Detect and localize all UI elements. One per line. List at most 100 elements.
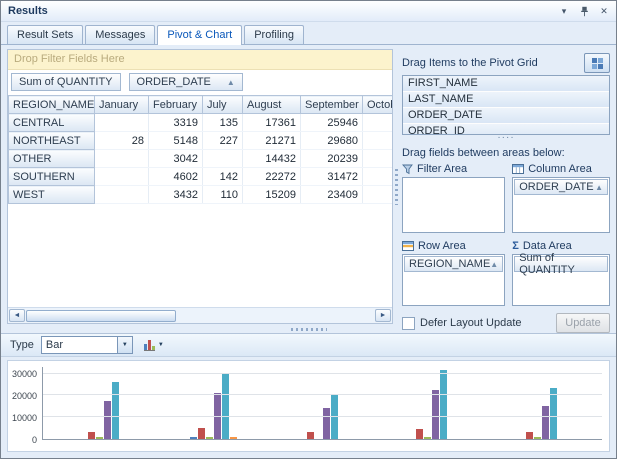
y-axis-tick-label: 30000 [11,368,37,379]
column-header-july[interactable]: July [202,95,243,114]
chart-gridline [43,394,602,396]
chevron-down-icon: ▼ [121,342,128,348]
splitter-grip-icon [290,328,327,331]
sort-asc-icon: ▲ [490,259,499,269]
row-header-central[interactable]: CENTRAL [8,113,95,132]
filter-area-label: Filter Area [417,163,468,175]
scroll-right-button[interactable]: ► [375,309,391,322]
bar-july [205,437,213,439]
data-field-button[interactable]: Sum of QUANTITY [11,73,121,91]
cell: 31472 [300,167,363,186]
chart-type-select[interactable]: Bar ▼ [40,336,133,354]
bar-august [104,401,112,439]
cell: 23409 [300,185,363,204]
cell [94,167,149,186]
chart-options-button[interactable]: ▼ [140,336,168,355]
select-dropdown-button[interactable]: ▼ [116,337,132,353]
filter-drop-zone[interactable]: Drop Filter Fields Here [8,50,392,70]
tab-profiling[interactable]: Profiling [244,25,304,44]
horizontal-splitter[interactable] [1,326,616,333]
update-button[interactable]: Update [556,313,610,333]
pivot-chart-main: Drop Filter Fields Here Sum of QUANTITY … [1,45,616,333]
column-header-september[interactable]: September [300,95,363,114]
cell [94,113,149,132]
tab-messages[interactable]: Messages [85,25,156,44]
bar-august [541,405,549,439]
tab-result-sets[interactable]: Result Sets [7,25,84,44]
close-button[interactable]: ✕ [597,4,611,18]
row-area-box[interactable]: REGION_NAME ▲ [402,254,506,306]
cell [362,131,392,150]
field-item-order-id[interactable]: ORDER_ID [403,124,609,134]
column-header-february[interactable]: February [148,95,203,114]
chart-toolbar: Type Bar ▼ ▼ [1,333,616,357]
filter-area-box[interactable] [402,177,506,233]
cell: 15209 [242,185,301,204]
column-header-january[interactable]: January [94,95,149,114]
bar-group-other [299,367,346,439]
y-axis-tick-label: 10000 [11,412,37,423]
cell: 21271 [242,131,301,150]
drag-areas-instruction: Drag fields between areas below: [402,147,565,159]
layout-options-button[interactable] [584,53,610,73]
cell: 29680 [300,131,363,150]
column-area-field[interactable]: ORDER_DATE ▲ [514,179,608,195]
field-item-first-name[interactable]: FIRST_NAME [403,76,609,92]
cell: 227 [202,131,243,150]
row-area-field[interactable]: REGION_NAME ▲ [404,256,504,272]
data-area: Σ Data Area Sum of QUANTITY [512,238,610,306]
field-item-last-name[interactable]: LAST_NAME [403,92,609,108]
chevron-down-icon: ▼ [157,342,164,348]
column-field-button[interactable]: ORDER_DATE ▲ [128,73,243,91]
column-header-august[interactable]: August [242,95,301,114]
list-resize-grip[interactable]: ···· [497,132,515,143]
row-header-west[interactable]: WEST [8,185,95,204]
results-tabbar: Result Sets Messages Pivot & Chart Profi… [1,22,616,45]
bar-january [189,437,197,439]
data-area-label: Data Area [522,240,572,252]
window-menu-button[interactable]: ▾ [557,4,571,18]
field-chooser-title: Drag Items to the Pivot Grid [402,57,538,69]
horizontal-scrollbar[interactable]: ◄ ► [8,307,392,323]
cell: 3432 [148,185,203,204]
scroll-right-icon: ► [379,312,387,319]
row-header-other[interactable]: OTHER [8,149,95,168]
scrollbar-thumb[interactable] [26,309,176,322]
bar-february [88,431,96,439]
data-area-field[interactable]: Sum of QUANTITY [514,252,608,276]
defer-layout-checkbox[interactable] [402,316,415,330]
column-field-label: ORDER_DATE [136,76,211,88]
vertical-splitter[interactable] [393,49,400,324]
field-item-order-date[interactable]: ORDER_DATE [403,108,609,124]
bar-february [306,432,314,439]
data-area-box[interactable]: Sum of QUANTITY [512,252,610,306]
chart-type-value: Bar [45,339,63,351]
cell: 17361 [242,113,301,132]
bar-september [440,370,448,439]
bar-chart: 0 10000 20000 30000 [7,360,610,452]
column-header-october[interactable]: October [362,95,392,114]
cell: 25946 [300,113,363,132]
table-row: OTHER 3042 14432 20239 [8,149,392,168]
row-field-header[interactable]: REGION_NAME ▲ [8,95,95,114]
close-icon: ✕ [600,5,608,16]
row-header-southern[interactable]: SOUTHERN [8,167,95,186]
y-axis-tick-label: 0 [31,435,37,445]
pin-button[interactable] [577,4,591,18]
tab-pivot-chart[interactable]: Pivot & Chart [157,25,243,45]
table-row: WEST 3432 110 15209 23409 [8,185,392,204]
filter-area: Filter Area [402,161,506,233]
cell: 4602 [148,167,203,186]
scroll-left-button[interactable]: ◄ [9,309,25,322]
row-header-northeast[interactable]: NORTHEAST [8,131,95,150]
row-area-label: Row Area [418,240,466,252]
bar-september [549,387,557,439]
panel-title: Results [8,5,48,17]
cell: 142 [202,167,243,186]
field-chooser-header: Drag Items to the Pivot Grid [402,51,610,75]
column-area-box[interactable]: ORDER_DATE ▲ [512,177,610,233]
column-area-field-label: ORDER_DATE [519,181,594,193]
cell: 110 [202,185,243,204]
chart-bars [43,367,602,439]
